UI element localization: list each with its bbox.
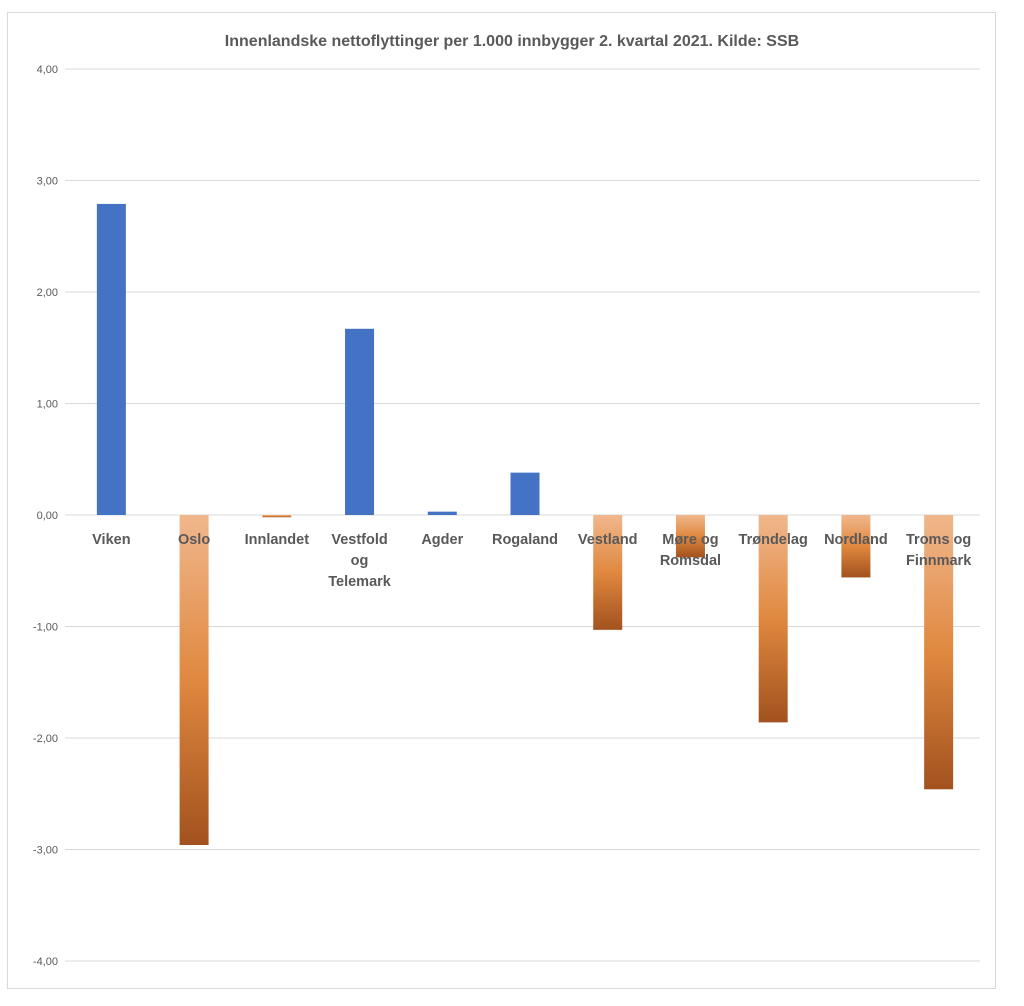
bar-troms-og-finnmark [924,515,954,790]
y-tick-label: 3,00 [37,176,58,188]
bar-viken [96,203,126,516]
y-tick-label: 4,00 [37,64,58,76]
x-tick-label: Agder [421,532,463,548]
bar-rogaland [510,472,540,515]
y-tick-label: 0,00 [37,510,58,522]
x-tick-label: Viken [92,532,130,548]
y-tick-label: -2,00 [33,733,58,745]
bar-vestland [593,515,623,630]
chart-frame [7,12,996,989]
x-tick-label: Møre og Romsdal [660,532,721,569]
x-tick-label: Innlandet [245,532,310,548]
bar-vestfold-og-telemark [345,328,375,515]
y-tick-label: 2,00 [37,287,58,299]
x-tick-label: Vestfold og Telemark [328,532,392,590]
x-tick-label: Troms og Finnmark [906,532,972,569]
bar-trøndelag [758,515,788,723]
x-tick-label: Nordland [824,532,888,548]
x-tick-label: Oslo [178,532,210,548]
x-tick-label: Trøndelag [739,532,808,548]
bar-innlandet [262,515,292,518]
x-tick-label: Rogaland [492,532,558,548]
y-tick-label: 1,00 [37,399,58,411]
y-tick-label: -3,00 [33,845,58,857]
bar-oslo [179,515,209,846]
bar-agder [427,511,457,515]
bar-nordland [841,515,871,578]
chart-title: Innenlandske nettoflyttinger per 1.000 i… [225,33,799,50]
y-tick-label: -4,00 [33,956,58,968]
bar-møre-og-romsdal [675,515,705,558]
x-tick-label: Vestland [578,532,638,548]
y-tick-label: -1,00 [33,622,58,634]
